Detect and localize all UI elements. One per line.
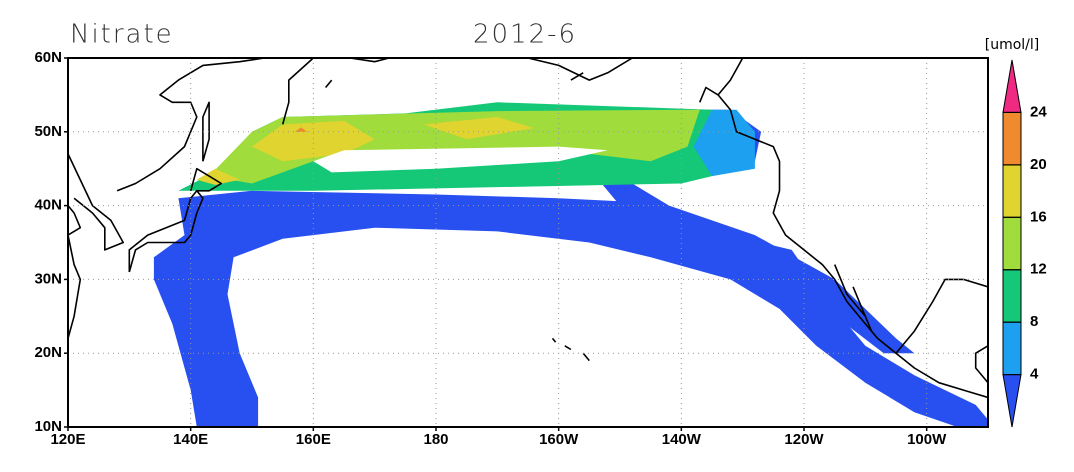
coastline (68, 153, 124, 251)
plot-frame (67, 57, 989, 428)
unit-label: [umol/l] (985, 37, 1040, 53)
coastline (698, 86, 719, 103)
colorbar-label: 12 (1030, 261, 1047, 278)
coastline (324, 79, 333, 89)
colorbar-segment (1002, 164, 1022, 218)
title: Nitrate (70, 20, 174, 50)
colorbar-label: 4 (1030, 366, 1039, 383)
coastline (974, 345, 988, 384)
y-tick-label: 30N (34, 270, 62, 287)
field-region (313, 146, 608, 173)
x-tick-label: 160E (296, 431, 331, 448)
coastline (570, 72, 584, 81)
subtitle: 2012-6 (473, 20, 577, 50)
x-tick-label: 180 (423, 431, 448, 448)
coastline (527, 58, 633, 81)
coastline (551, 337, 557, 343)
colorbar-segment (1002, 111, 1022, 166)
field-region (601, 183, 915, 354)
y-tick-label: 60N (34, 49, 62, 66)
field-region (423, 117, 535, 140)
y-tick-label: 10N (34, 418, 62, 435)
coastline (717, 58, 988, 399)
coastline (349, 58, 393, 63)
colorbar-arrow (1002, 374, 1022, 428)
coastline (564, 345, 572, 351)
x-tick-label: 120W (784, 431, 824, 448)
y-tick-label: 50N (34, 123, 62, 140)
field-region (294, 127, 308, 132)
colorbar-label: 20 (1030, 156, 1047, 173)
colorbar-arrow (1002, 59, 1022, 113)
y-tick-label: 40N (34, 197, 62, 214)
coastline (895, 278, 988, 354)
coastline (281, 58, 314, 125)
x-tick-label: 140E (173, 431, 208, 448)
coastline (833, 264, 873, 332)
x-tick-label: 140W (662, 431, 702, 448)
coastline (189, 167, 223, 192)
coastline (582, 352, 590, 362)
x-tick-label: 120E (50, 431, 85, 448)
coastline (68, 205, 82, 339)
colorbar-label: 24 (1030, 103, 1047, 120)
colorbar-segment (1002, 216, 1022, 271)
colorbar-label: 16 (1030, 208, 1047, 225)
plot-area (68, 58, 988, 427)
x-tick-label: 160W (539, 431, 579, 448)
field-region (196, 168, 240, 185)
coastline (202, 101, 210, 162)
coastline (116, 58, 265, 192)
coastline (128, 190, 204, 273)
y-tick-label: 20N (34, 344, 62, 361)
x-tick-label: 100W (907, 431, 947, 448)
field-region (693, 109, 755, 177)
colorbar-segment (1002, 321, 1022, 376)
colorbar-label: 8 (1030, 313, 1038, 330)
colorbar-segment (1002, 269, 1022, 323)
